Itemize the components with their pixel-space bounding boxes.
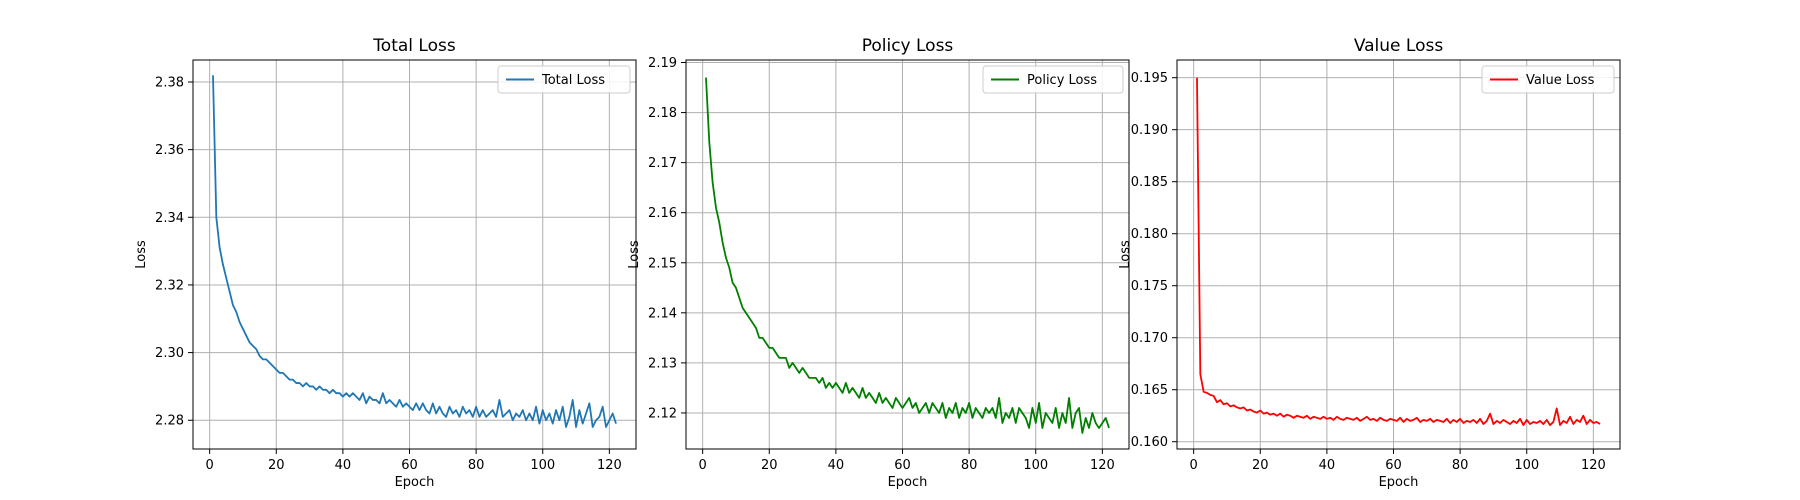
y-tick-label: 0.180 (1131, 227, 1168, 242)
x-tick-label: 40 (335, 458, 352, 473)
x-tick-label: 120 (597, 458, 622, 473)
y-tick-label: 0.195 (1131, 71, 1168, 86)
y-tick-label: 0.190 (1131, 123, 1168, 138)
y-axis-label: Loss (134, 240, 149, 269)
x-tick-label: 40 (1319, 458, 1336, 473)
y-tick-label: 2.18 (648, 106, 677, 121)
plot-frame (192, 59, 637, 450)
chart-panel-1: 0 20 40 60 80 100 120 2.12 2.13 2.14 2.15 2.16 2.17 2… (627, 36, 1130, 490)
x-tick-label: 20 (268, 458, 285, 473)
series-line (705, 77, 1110, 434)
chart-panel-2: 0 20 40 60 80 100 120 0.160 0.165 0.170 0.175 0.180… (1118, 36, 1621, 490)
chart-title: Policy Loss (862, 36, 954, 56)
x-tick-label: 80 (468, 458, 485, 473)
y-tick-label: 2.38 (155, 75, 184, 90)
series-line (212, 75, 617, 428)
y-tick-label: 2.32 (155, 278, 184, 293)
plot-frame (685, 59, 1130, 450)
y-tick-label: 2.17 (648, 156, 677, 171)
legend-label: Policy Loss (1027, 73, 1097, 88)
y-tick-label: 0.185 (1131, 175, 1168, 190)
x-tick-label: 80 (1452, 458, 1469, 473)
x-tick-label: 20 (761, 458, 778, 473)
legend-label: Value Loss (1526, 73, 1595, 88)
y-axis-label: Loss (627, 240, 642, 269)
chart-title: Total Loss (372, 36, 456, 56)
y-tick-label: 2.19 (648, 56, 677, 71)
x-tick-label: 60 (401, 458, 418, 473)
x-tick-label: 100 (1023, 458, 1048, 473)
y-tick-label: 2.14 (648, 306, 677, 321)
x-tick-label: 0 (1190, 458, 1198, 473)
x-tick-label: 120 (1090, 458, 1115, 473)
x-tick-label: 0 (206, 458, 214, 473)
y-tick-label: 2.30 (155, 346, 184, 361)
y-tick-label: 2.15 (648, 256, 677, 271)
x-tick-label: 100 (530, 458, 555, 473)
x-tick-label: 20 (1252, 458, 1269, 473)
y-tick-label: 2.16 (648, 206, 677, 221)
x-tick-label: 60 (1385, 458, 1402, 473)
x-axis-label: Epoch (395, 475, 435, 490)
y-tick-label: 2.12 (648, 406, 677, 421)
x-tick-label: 0 (699, 458, 707, 473)
y-tick-label: 2.34 (155, 211, 184, 226)
legend-label: Total Loss (541, 73, 605, 88)
y-tick-label: 2.36 (155, 143, 184, 158)
y-tick-label: 2.28 (155, 414, 184, 429)
x-axis-label: Epoch (1379, 475, 1419, 490)
y-tick-label: 0.160 (1131, 435, 1168, 450)
x-tick-label: 120 (1581, 458, 1606, 473)
chart-panel-0: 0 20 40 60 80 100 120 2.28 2.30 2.32 2.34 2.36 2.38 T… (134, 36, 637, 490)
x-tick-label: 60 (894, 458, 911, 473)
legend-box (1481, 65, 1615, 94)
y-tick-label: 0.170 (1131, 331, 1168, 346)
y-tick-label: 0.165 (1131, 383, 1168, 398)
plot-frame (1176, 59, 1621, 450)
x-tick-label: 80 (961, 458, 978, 473)
x-tick-label: 40 (828, 458, 845, 473)
legend-box (982, 65, 1124, 94)
x-axis-label: Epoch (888, 475, 928, 490)
legend-box (497, 65, 631, 94)
y-tick-label: 2.13 (648, 356, 677, 371)
series-line (1196, 77, 1601, 426)
y-axis-label: Loss (1118, 240, 1133, 269)
y-tick-label: 0.175 (1131, 279, 1168, 294)
chart-title: Value Loss (1354, 36, 1444, 56)
x-tick-label: 100 (1514, 458, 1539, 473)
